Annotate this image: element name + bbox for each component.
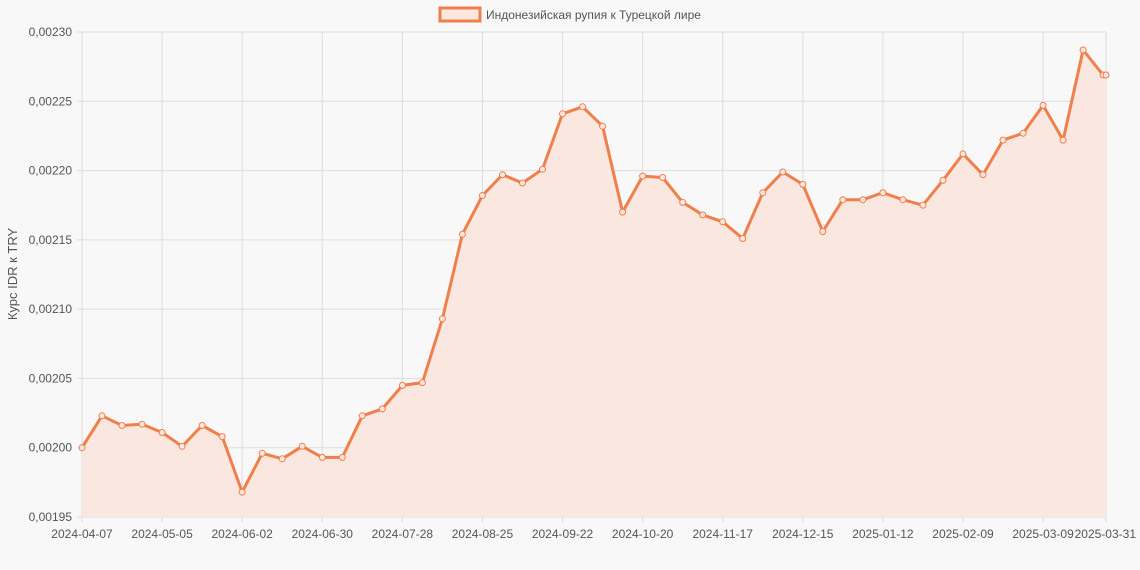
data-point[interactable]: [959, 150, 967, 158]
data-point[interactable]: [138, 420, 146, 428]
x-tick-label: 2024-05-05: [131, 527, 193, 541]
y-tick-label: 0,00210: [29, 302, 73, 316]
data-point[interactable]: [1019, 129, 1027, 137]
x-tick-label: 2024-12-15: [772, 527, 834, 541]
data-point[interactable]: [118, 422, 126, 429]
data-point[interactable]: [378, 405, 386, 413]
data-point[interactable]: [158, 429, 166, 436]
data-point[interactable]: [438, 315, 446, 323]
data-point[interactable]: [839, 196, 847, 204]
data-point[interactable]: [639, 172, 647, 180]
data-point[interactable]: [719, 218, 727, 226]
x-tick-label: 2024-08-25: [452, 527, 514, 541]
data-point[interactable]: [478, 192, 486, 199]
data-point[interactable]: [519, 179, 526, 187]
data-point[interactable]: [1079, 46, 1087, 54]
legend[interactable]: Индонезийская рупия к Турецкой лире: [438, 6, 701, 23]
data-point[interactable]: [358, 412, 366, 420]
data-point[interactable]: [318, 453, 326, 461]
data-point[interactable]: [1059, 136, 1067, 144]
series-area-fill: [82, 50, 1106, 517]
legend-swatch: [438, 6, 482, 23]
data-point[interactable]: [499, 171, 506, 179]
data-point[interactable]: [1039, 101, 1047, 109]
x-tick-label: 2025-03-09: [1012, 527, 1074, 541]
data-point[interactable]: [979, 171, 987, 179]
data-point[interactable]: [939, 176, 947, 184]
data-point[interactable]: [218, 433, 226, 441]
x-tick-label: 2024-06-30: [292, 527, 354, 541]
data-point[interactable]: [178, 442, 186, 450]
data-point[interactable]: [458, 230, 466, 238]
y-tick-label: 0,00205: [29, 371, 73, 385]
data-point[interactable]: [879, 189, 887, 197]
x-tick-label: 2024-11-17: [692, 527, 753, 541]
data-point[interactable]: [919, 201, 927, 209]
data-point[interactable]: [759, 189, 767, 197]
data-point[interactable]: [539, 165, 546, 173]
y-tick-label: 0,00215: [29, 233, 73, 247]
data-point[interactable]: [98, 412, 106, 420]
data-point[interactable]: [579, 103, 587, 111]
series-points: [78, 46, 1110, 496]
data-point[interactable]: [779, 168, 787, 176]
data-point[interactable]: [78, 444, 86, 452]
data-point[interactable]: [619, 208, 627, 216]
data-point[interactable]: [1102, 71, 1110, 79]
data-point[interactable]: [819, 228, 827, 235]
y-axis-ticks: 0,00195 0,00200 0,00205 0,00210 0,00215 0,002…: [29, 25, 73, 524]
data-point[interactable]: [278, 455, 286, 463]
x-tick-label: 2024-10-20: [612, 527, 674, 541]
data-point[interactable]: [739, 235, 747, 242]
data-point[interactable]: [899, 196, 907, 204]
y-tick-label: 0,00195: [29, 510, 73, 524]
data-point[interactable]: [659, 174, 667, 181]
y-tick-label: 0,00220: [29, 164, 73, 178]
y-tick-label: 0,00230: [29, 25, 73, 39]
data-point[interactable]: [198, 422, 206, 429]
y-tick-label: 0,00200: [29, 441, 73, 455]
data-point[interactable]: [599, 122, 607, 130]
data-point[interactable]: [418, 379, 426, 387]
x-tick-label: 2025-03-31: [1075, 527, 1137, 541]
legend-label: Индонезийская рупия к Турецкой лире: [486, 8, 701, 22]
data-point[interactable]: [859, 196, 867, 204]
data-point[interactable]: [679, 198, 687, 206]
x-tick-label: 2024-09-22: [532, 527, 594, 541]
data-point[interactable]: [238, 488, 246, 496]
x-tick-label: 2025-02-09: [932, 527, 994, 541]
x-tick-label: 2024-06-02: [211, 527, 273, 541]
x-tick-label: 2024-04-07: [51, 527, 113, 541]
y-axis-title: Курс IDR к TRY: [5, 228, 20, 321]
series-area: [82, 50, 1106, 517]
data-point[interactable]: [799, 180, 807, 188]
data-point[interactable]: [699, 211, 707, 219]
data-point[interactable]: [338, 453, 346, 461]
data-point[interactable]: [258, 449, 266, 457]
x-tick-label: 2024-07-28: [372, 527, 434, 541]
y-tick-label: 0,00225: [29, 94, 73, 108]
x-tick-label: 2025-01-12: [852, 527, 914, 541]
data-point[interactable]: [999, 136, 1007, 144]
data-point[interactable]: [398, 381, 406, 389]
data-point[interactable]: [298, 442, 306, 450]
x-axis-ticks: 2024-04-07 2024-05-05 2024-06-02 2024-06-30…: [51, 527, 1136, 541]
data-point[interactable]: [559, 110, 566, 118]
